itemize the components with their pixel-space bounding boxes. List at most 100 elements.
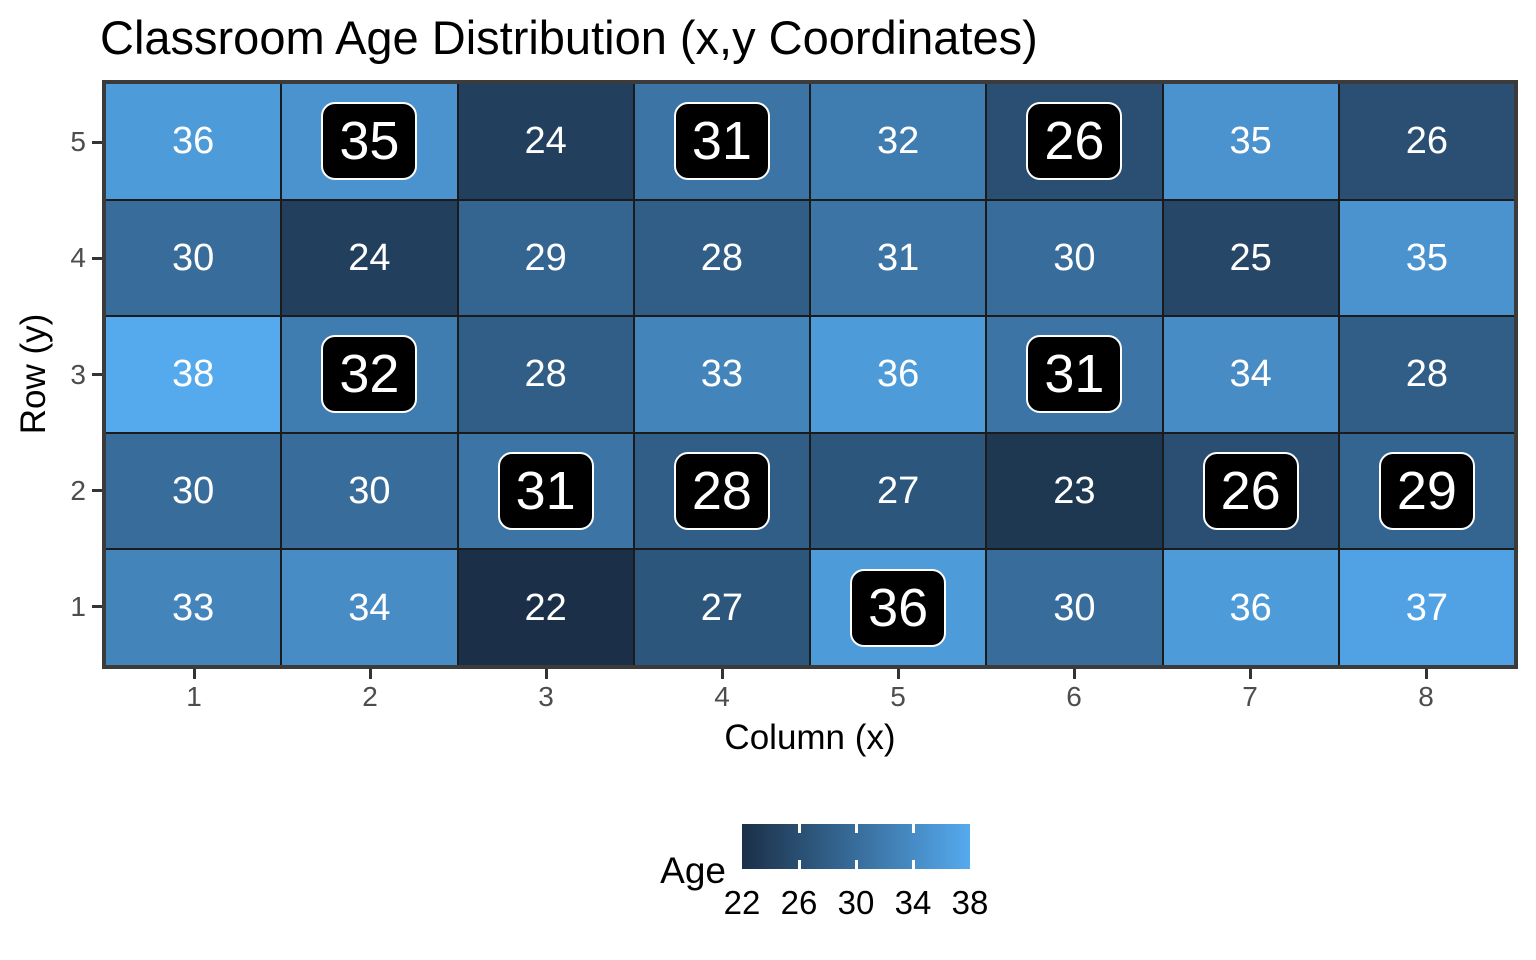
x-axis-title: Column (x) xyxy=(724,718,896,757)
heatmap-cell: 28 xyxy=(458,317,633,432)
cell-value: 29 xyxy=(524,236,567,279)
heatmap-cell: 31 xyxy=(811,200,986,316)
highlight-badge: 26 xyxy=(1026,102,1123,181)
legend-tick-notch xyxy=(911,824,915,833)
x-axis-tick-label: 4 xyxy=(714,681,730,712)
heatmap-cell: 33 xyxy=(634,317,809,432)
x-axis-tick-mark xyxy=(192,669,196,679)
x-axis-tick-mark xyxy=(720,669,724,679)
cell-value: 35 xyxy=(1405,236,1449,279)
heatmap-cell: 30 xyxy=(987,550,1162,665)
heatmap-cell: 34 xyxy=(1163,317,1338,432)
x-axis-tick-label: 6 xyxy=(1066,681,1082,712)
heatmap-grid: 36 35 24 31 32 26 35 26 30 24 29 28 31 30 25 35 38 32 28 33… xyxy=(102,80,1518,669)
cell-value: 24 xyxy=(524,120,567,163)
heatmap-cell: 26 xyxy=(1339,84,1514,199)
highlight-badge: 32 xyxy=(321,335,418,414)
legend-tick-notch xyxy=(797,824,801,833)
heatmap-cell: 29 xyxy=(458,200,633,316)
heatmap-cell: 27 xyxy=(634,550,809,665)
cell-value: 30 xyxy=(1053,236,1096,279)
heatmap-cell: 30 xyxy=(282,433,457,549)
y-axis-tick-label: 3 xyxy=(70,358,86,390)
heatmap-cell: 26 xyxy=(987,84,1162,199)
cell-value: 23 xyxy=(1053,470,1096,513)
cell-value: 37 xyxy=(1405,586,1449,629)
heatmap-cell: 27 xyxy=(811,433,986,549)
highlight-badge: 29 xyxy=(1378,452,1475,531)
y-axis-tick-mark xyxy=(92,489,102,493)
x-axis-tick-mark xyxy=(1248,669,1252,679)
y-axis-tick-mark xyxy=(92,256,102,260)
cell-value: 32 xyxy=(876,120,920,163)
heatmap-cell: 30 xyxy=(106,200,281,316)
heatmap-cell: 35 xyxy=(1339,200,1514,316)
heatmap-cell: 34 xyxy=(282,550,457,665)
heatmap-cell: 31 xyxy=(458,433,633,549)
cell-value: 28 xyxy=(700,236,744,279)
cell-value: 28 xyxy=(524,353,567,396)
x-axis-tick-mark xyxy=(1072,669,1076,679)
x-axis-tick-mark xyxy=(368,669,372,679)
legend-tick-label: 26 xyxy=(780,884,818,921)
cell-value: 24 xyxy=(348,236,391,279)
legend-tick-label: 30 xyxy=(837,884,875,921)
legend-tick-notch xyxy=(854,824,858,833)
x-axis-tick-label: 8 xyxy=(1418,681,1434,712)
heatmap-cell: 26 xyxy=(1163,433,1338,549)
heatmap-cell: 22 xyxy=(458,550,633,665)
cell-value: 30 xyxy=(348,470,391,513)
heatmap-cell: 36 xyxy=(106,84,281,199)
heatmap-cell: 33 xyxy=(106,550,281,665)
cell-value: 34 xyxy=(1229,353,1272,396)
legend-tick-notch xyxy=(797,860,801,869)
cell-value: 22 xyxy=(524,586,567,629)
heatmap-cell: 25 xyxy=(1163,200,1338,316)
cell-value: 30 xyxy=(1053,586,1096,629)
highlight-badge: 28 xyxy=(673,452,770,531)
x-axis-tick-label: 3 xyxy=(538,681,554,712)
y-axis-tick-label: 5 xyxy=(70,126,86,158)
cell-value: 27 xyxy=(700,586,744,629)
legend-title: Age xyxy=(660,850,726,891)
heatmap-cell: 32 xyxy=(282,317,457,432)
heatmap-cell: 30 xyxy=(106,433,281,549)
highlight-badge: 31 xyxy=(497,452,594,531)
x-axis-tick-label: 2 xyxy=(362,681,378,712)
cell-value: 31 xyxy=(876,236,920,279)
heatmap-cell: 30 xyxy=(987,200,1162,316)
highlight-badge: 31 xyxy=(673,102,770,181)
x-axis-tick-label: 7 xyxy=(1242,681,1258,712)
heatmap-cell: 24 xyxy=(282,200,457,316)
y-axis-tick-label: 1 xyxy=(70,590,86,622)
cell-value: 36 xyxy=(171,120,215,163)
cell-value: 30 xyxy=(171,236,215,279)
cell-value: 38 xyxy=(171,353,215,396)
y-axis-tick-label: 2 xyxy=(70,474,86,506)
heatmap-cell: 28 xyxy=(634,433,809,549)
cell-value: 36 xyxy=(1229,586,1272,629)
heatmap-cell: 23 xyxy=(987,433,1162,549)
heatmap-cell: 31 xyxy=(634,84,809,199)
x-axis-tick-mark xyxy=(1424,669,1428,679)
heatmap-cell: 36 xyxy=(1163,550,1338,665)
highlight-badge: 36 xyxy=(850,568,947,647)
highlight-badge: 26 xyxy=(1202,452,1299,531)
heatmap-cell: 28 xyxy=(1339,317,1514,432)
heatmap-cell: 24 xyxy=(458,84,633,199)
cell-value: 33 xyxy=(171,586,215,629)
cell-value: 25 xyxy=(1229,236,1272,279)
cell-value: 34 xyxy=(348,586,391,629)
heatmap-cell: 31 xyxy=(987,317,1162,432)
y-axis-title: Row (y) xyxy=(14,313,53,435)
legend-tick-label: 22 xyxy=(723,884,761,921)
y-axis-tick-label: 4 xyxy=(70,242,86,274)
legend-tick-notch xyxy=(854,860,858,869)
x-axis-tick-mark xyxy=(896,669,900,679)
heatmap-cell: 35 xyxy=(282,84,457,199)
x-axis-tick-label: 5 xyxy=(890,681,906,712)
cell-value: 28 xyxy=(1405,353,1449,396)
legend-tick-label: 38 xyxy=(951,884,989,921)
highlight-badge: 31 xyxy=(1026,335,1123,414)
